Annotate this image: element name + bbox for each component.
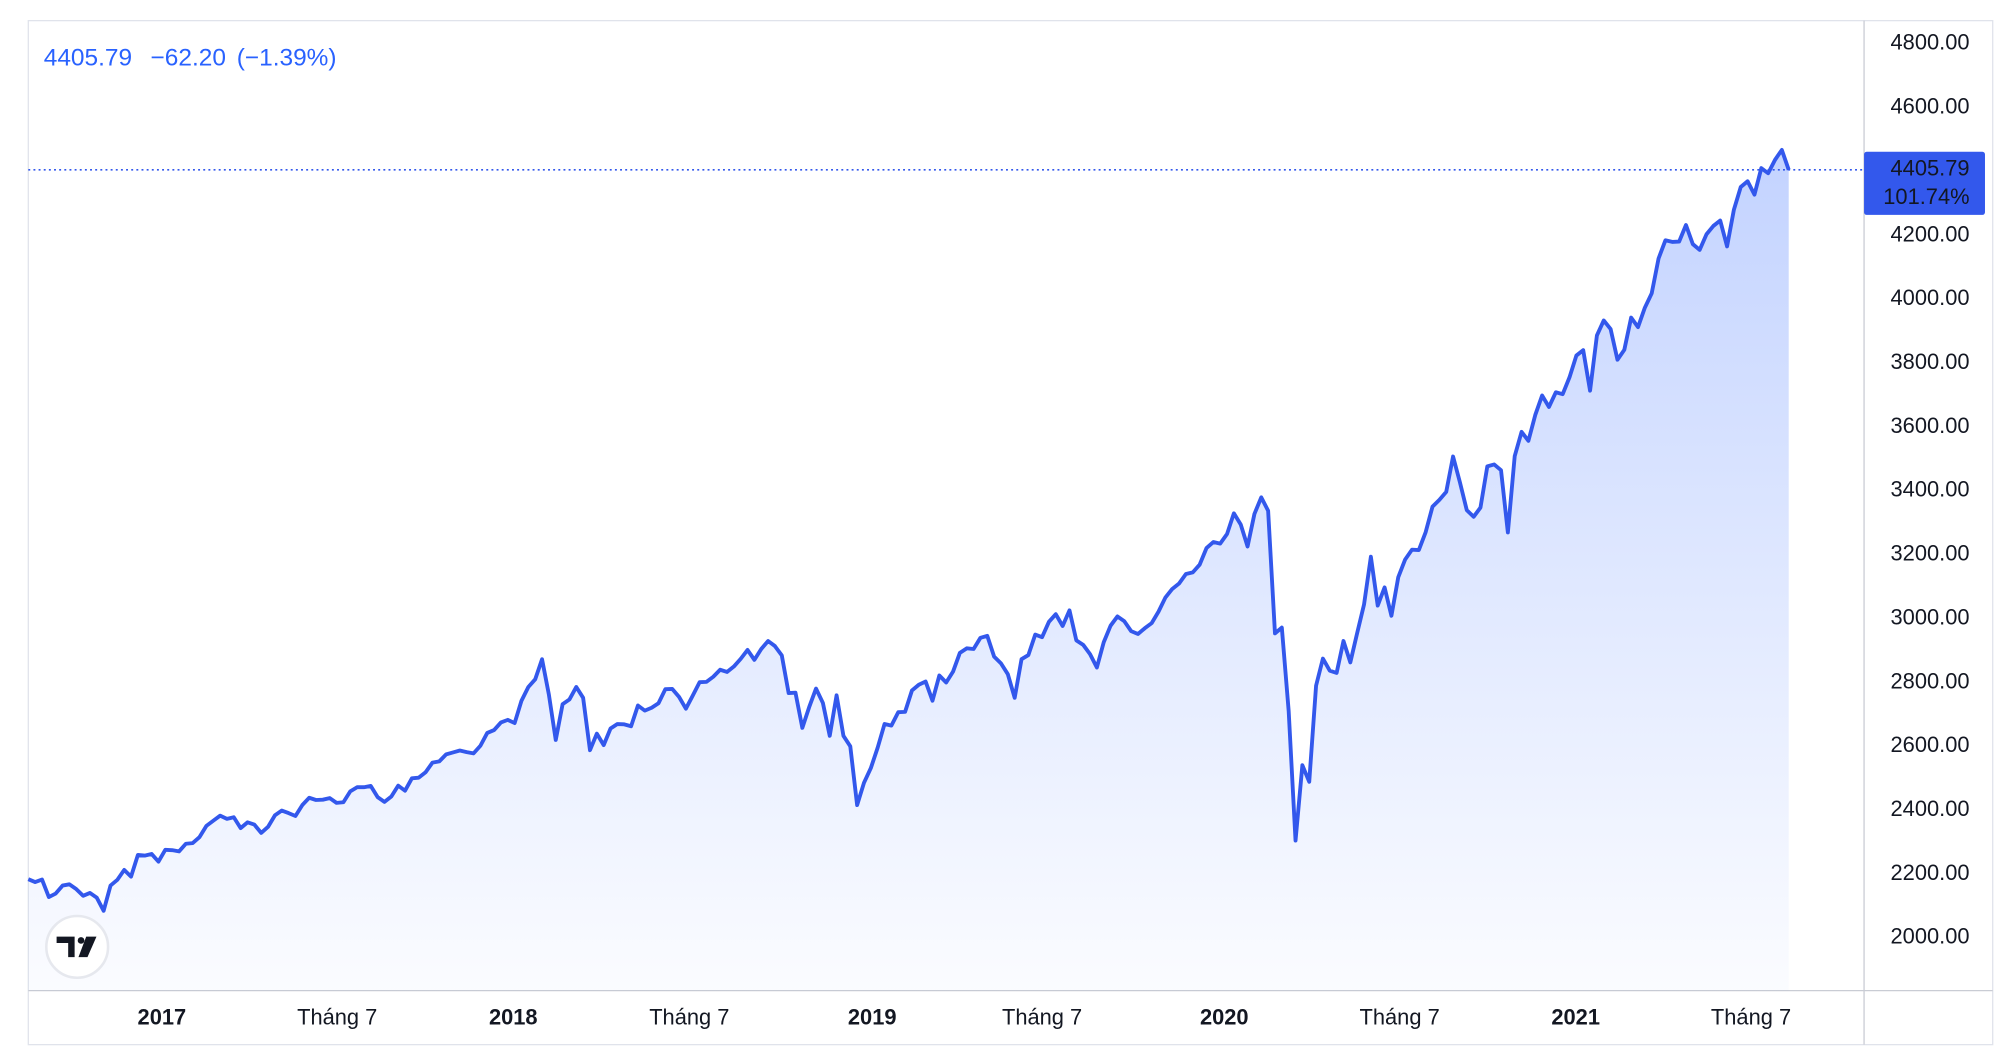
y-tick-label: 4800.00: [1891, 30, 1970, 55]
y-tick-label: 3800.00: [1891, 349, 1970, 374]
y-tick-label: 2200.00: [1891, 860, 1970, 885]
x-tick-label: 2021: [1551, 1005, 1600, 1030]
logo: [45, 914, 110, 980]
y-tick-label: 3000.00: [1891, 604, 1970, 629]
last-pct-label: 101.74%: [1883, 184, 1969, 209]
last-price-tag: [1864, 151, 1985, 215]
x-tick-label: Tháng 7: [1002, 1005, 1082, 1030]
y-tick-label: 4200.00: [1891, 221, 1970, 246]
y-tick-label: 4600.00: [1891, 94, 1970, 119]
y-tick-label: 2000.00: [1891, 924, 1970, 949]
x-tick-label: Tháng 7: [297, 1005, 377, 1030]
x-tick-label: 2020: [1200, 1005, 1249, 1030]
y-tick-label: 2600.00: [1891, 732, 1970, 757]
x-tick-label: Tháng 7: [1360, 1005, 1440, 1030]
y-tick-label: 3600.00: [1891, 413, 1970, 438]
x-tick-label: 2018: [489, 1005, 538, 1030]
x-tick-label: 2019: [848, 1005, 897, 1030]
area: [28, 149, 1789, 991]
x-tick-label: 2017: [138, 1005, 187, 1030]
header-change-pct: (−1.39%): [237, 45, 337, 72]
y-tick-label: 3400.00: [1891, 477, 1970, 502]
y-tick-label: 2400.00: [1891, 796, 1970, 821]
y-tick-label: 3200.00: [1891, 541, 1970, 566]
plot: [27, 148, 1865, 991]
last-price-label: 4405.79: [1891, 156, 1970, 181]
y-tick-label: 4000.00: [1891, 285, 1970, 310]
header-change: −62.20: [151, 45, 226, 72]
frame: [27, 19, 1994, 1046]
price-line: [27, 148, 1791, 913]
header-last: 4405.79: [44, 45, 132, 72]
x-tick-label: Tháng 7: [649, 1005, 729, 1030]
y-tick-label: 2800.00: [1891, 668, 1970, 693]
x-tick-label: Tháng 7: [1711, 1005, 1791, 1030]
